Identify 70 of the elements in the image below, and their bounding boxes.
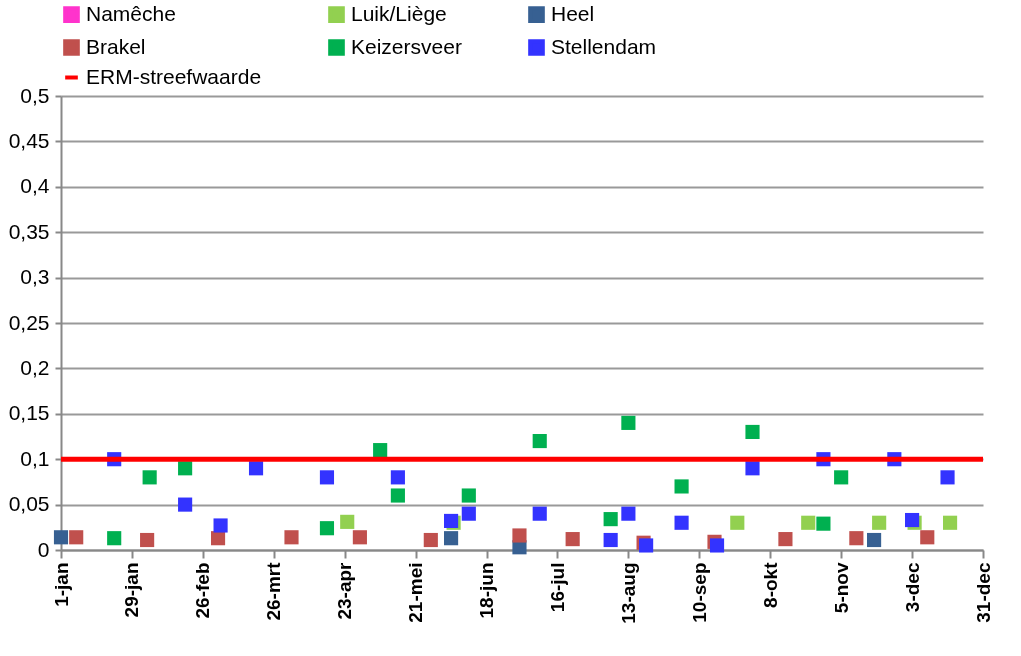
x-tick-label: 21-mei xyxy=(405,562,427,623)
x-tick-label: 13-aug xyxy=(617,562,639,624)
point xyxy=(319,521,335,536)
point xyxy=(373,443,388,458)
point xyxy=(532,433,547,449)
x-tick-label: 18-jun xyxy=(476,562,498,619)
point xyxy=(745,461,760,476)
x-tick-label: 8-okt xyxy=(759,561,781,608)
x-tick-label: 3-dec xyxy=(901,562,923,613)
point xyxy=(444,531,459,546)
legend-label: Brakel xyxy=(86,34,146,58)
point xyxy=(512,528,527,543)
y-tick-label: 0,35 xyxy=(8,219,50,243)
point xyxy=(340,514,355,529)
y-tick-label: 0,3 xyxy=(20,265,50,289)
legend-label: Stellendam xyxy=(551,34,657,58)
point xyxy=(603,532,618,548)
legend-label: Luik/Liège xyxy=(351,1,447,25)
point xyxy=(709,538,725,553)
point xyxy=(621,415,636,430)
point xyxy=(674,479,689,494)
point xyxy=(867,532,882,548)
y-tick-label: 0,2 xyxy=(20,355,50,379)
legend-label: Namêche xyxy=(86,1,176,25)
point xyxy=(423,532,438,548)
point xyxy=(461,488,476,503)
legend-label: Keizersveer xyxy=(351,34,462,58)
point xyxy=(778,532,793,547)
point xyxy=(390,488,405,503)
x-tick-label: 1-jan xyxy=(50,562,72,607)
point xyxy=(213,518,228,533)
y-tick-label: 0,15 xyxy=(8,401,50,425)
point xyxy=(816,516,831,531)
x-tick-label: 23-apr xyxy=(334,561,356,620)
point xyxy=(674,515,689,530)
x-tick-label: 10-sep xyxy=(688,562,710,623)
point xyxy=(352,530,367,545)
legend-label: Heel xyxy=(551,1,595,25)
point xyxy=(940,470,955,485)
y-tick-label: 0 xyxy=(37,537,50,561)
point xyxy=(849,531,864,546)
x-tick-label: 26-feb xyxy=(192,562,214,619)
point xyxy=(284,530,299,545)
y-tick-label: 0,5 xyxy=(20,83,50,107)
point xyxy=(872,515,887,530)
point xyxy=(532,506,547,521)
point xyxy=(603,512,618,527)
point xyxy=(621,506,636,521)
y-tick-label: 0,25 xyxy=(8,310,50,334)
point xyxy=(730,515,745,530)
point xyxy=(943,515,958,530)
point xyxy=(745,424,760,440)
y-tick-label: 0,4 xyxy=(20,174,50,198)
point xyxy=(834,470,849,485)
x-tick-label: 29-jan xyxy=(121,562,143,618)
legend-label: ERM-streefwaarde xyxy=(86,64,262,88)
y-tick-label: 0,05 xyxy=(8,492,50,516)
y-tick-label: 0,45 xyxy=(8,128,50,152)
point xyxy=(319,470,335,485)
point xyxy=(461,506,476,521)
point xyxy=(801,515,816,530)
point xyxy=(920,530,935,545)
point xyxy=(248,461,264,476)
x-tick-label: 5-nov xyxy=(830,562,852,614)
point xyxy=(565,532,580,547)
x-tick-label: 31-dec xyxy=(972,562,994,623)
point xyxy=(390,470,405,485)
x-tick-label: 26-mrt xyxy=(263,561,285,621)
x-tick-label: 16-jul xyxy=(546,562,568,613)
y-tick-label: 0,1 xyxy=(20,446,50,470)
